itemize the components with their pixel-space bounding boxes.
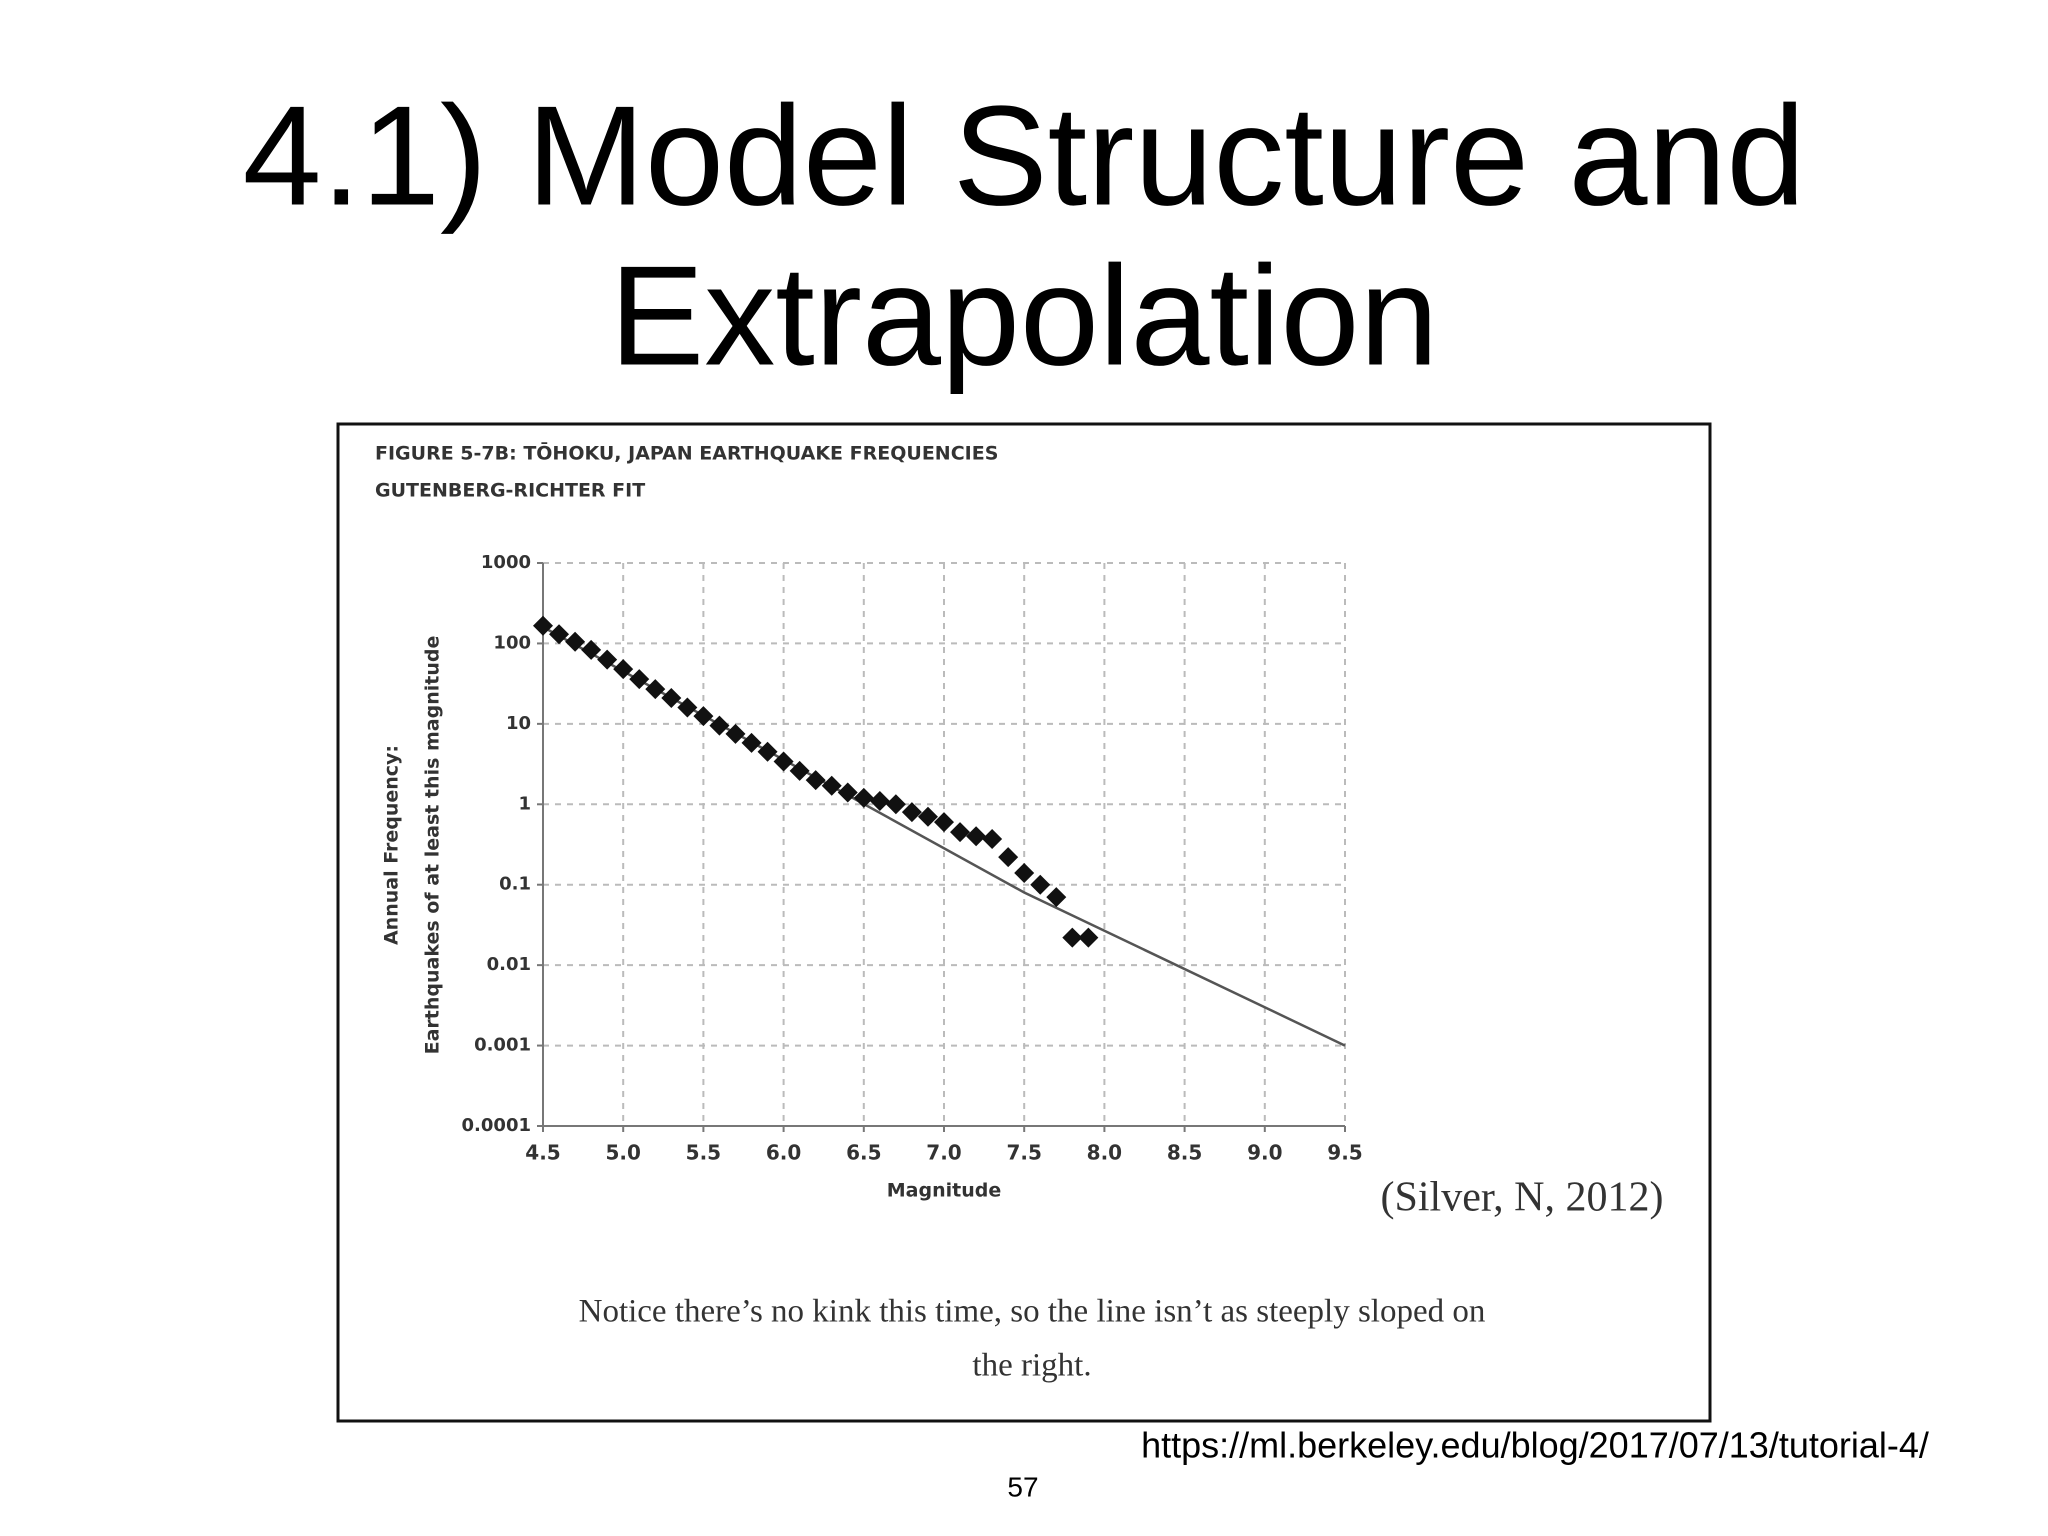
data-point (725, 723, 746, 744)
data-point (533, 615, 553, 636)
citation: (Silver, N, 2012) (1381, 1175, 1664, 1221)
caption: Notice there’s no kink this time, so the… (579, 1294, 1486, 1330)
data-point (597, 649, 618, 670)
data-point (998, 847, 1019, 868)
data-point (741, 732, 762, 753)
data-point (821, 775, 842, 796)
data-point (581, 639, 602, 660)
source-url: https://ml.berkeley.edu/blog/2017/07/13/… (1141, 1425, 1929, 1466)
data-point (661, 687, 682, 708)
x-tick-label: 8.0 (1087, 1141, 1122, 1165)
x-tick-label: 9.5 (1327, 1141, 1362, 1165)
data-point (966, 826, 987, 847)
data-point (629, 669, 650, 690)
x-tick-label: 7.0 (926, 1141, 961, 1165)
x-tick-label: 6.5 (846, 1141, 881, 1165)
x-tick-label: 5.0 (605, 1141, 640, 1165)
data-point (1046, 887, 1067, 908)
data-point (693, 706, 714, 727)
y-tick-label: 10 (506, 713, 531, 734)
data-point (869, 790, 890, 811)
data-point (773, 751, 794, 772)
data-point (950, 822, 971, 843)
data-point (885, 794, 906, 815)
y-tick-label: 100 (493, 632, 531, 653)
data-point (837, 782, 858, 803)
slide-title: Extrapolation (610, 237, 1439, 396)
data-point (901, 802, 922, 823)
data-point (565, 631, 586, 652)
y-tick-label: 0.1 (499, 874, 531, 895)
chart-title: FIGURE 5-7B: TŌHOKU, JAPAN EARTHQUAKE FR… (375, 442, 998, 465)
data-point (1030, 874, 1051, 895)
data-point (1062, 927, 1083, 948)
caption: the right. (972, 1348, 1091, 1384)
y-tick-label: 0.001 (474, 1035, 531, 1056)
x-tick-label: 5.5 (686, 1141, 721, 1165)
y-tick-label: 1000 (481, 552, 531, 573)
x-axis-label: Magnitude (887, 1180, 1001, 1202)
slide-title: 4.1) Model Structure and (243, 77, 1806, 236)
data-point (934, 812, 954, 833)
data-point (757, 741, 778, 762)
plot: 0.0001 0.001 0.01 0.1 1 10 100 1000 4.5 5.0 5.5 6.0… (462, 552, 1363, 1165)
page-number: 57 (1007, 1471, 1038, 1502)
y-tick-label: 0.01 (487, 954, 531, 975)
x-tick-label: 6.0 (766, 1141, 801, 1165)
x-tick-label: 8.5 (1167, 1141, 1202, 1165)
y-tick-label: 0.0001 (462, 1115, 531, 1136)
data-point (853, 787, 874, 808)
y-axis-label: Annual Frequency: (381, 745, 403, 945)
data-point (789, 760, 810, 781)
data-point (549, 624, 570, 645)
data-point (677, 697, 698, 718)
data-point (982, 829, 1003, 850)
data-point (613, 659, 634, 680)
data-point (645, 679, 666, 700)
chart-subtitle: GUTENBERG-RICHTER FIT (375, 480, 645, 502)
data-point (805, 770, 826, 791)
y-tick-label: 1 (518, 793, 531, 814)
x-tick-label: 9.0 (1247, 1141, 1282, 1165)
data-point (709, 715, 730, 736)
x-tick-label: 4.5 (525, 1141, 560, 1165)
x-tick-label: 7.5 (1006, 1141, 1041, 1165)
y-axis-label: Earthquakes of at least this magnitude (422, 636, 444, 1055)
data-point (1078, 927, 1099, 948)
data-point (1014, 862, 1035, 883)
data-point (917, 806, 938, 827)
